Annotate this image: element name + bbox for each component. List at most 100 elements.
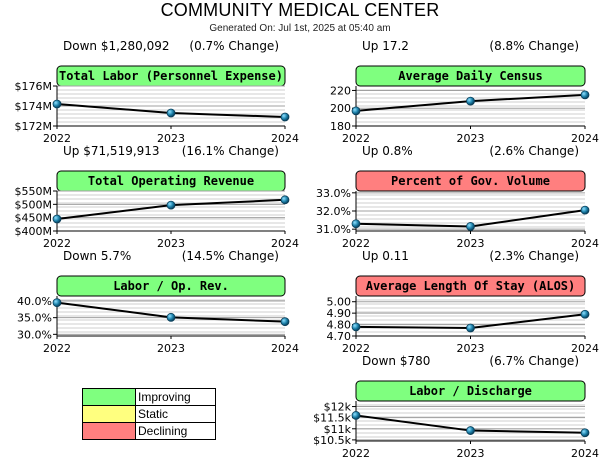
chart-3: Up $71,519,913 (16.1% Change) Total Operat… — [15, 144, 300, 250]
data-point — [466, 96, 475, 106]
data-point — [166, 200, 176, 210]
change-percent: (2.6% Change) — [489, 144, 579, 158]
data-point — [351, 219, 361, 229]
chart-5: Down 5.7% (14.5% Change) Labor / Op. Rev. 3… — [17, 249, 299, 355]
y-tick-label: $176M — [15, 80, 53, 93]
y-tick-label: 4.90 — [327, 307, 352, 320]
chart-title: Total Labor (Personnel Expense) — [59, 69, 283, 83]
y-tick-label: $172M — [15, 120, 53, 133]
change-percent: (16.1% Change) — [182, 144, 279, 158]
change-text: Down $780 — [362, 354, 430, 368]
x-tick-label: 2022 — [342, 132, 370, 145]
data-point — [466, 323, 475, 333]
data-point — [280, 317, 290, 327]
y-tick-label: 220 — [330, 84, 351, 97]
y-tick-label: $500M — [15, 198, 53, 211]
legend: Improving Static Declining — [82, 388, 216, 440]
legend-row-static: Static — [82, 405, 216, 423]
data-point — [466, 426, 475, 435]
x-tick-label: 2023 — [157, 132, 185, 145]
chart-title-banner — [56, 275, 286, 297]
y-tick-label: 4.80 — [327, 319, 352, 332]
change-text: Up 0.11 — [362, 249, 409, 263]
x-tick-label: 2022 — [43, 132, 71, 145]
x-tick-label: 2023 — [157, 342, 185, 355]
x-tick-label: 2023 — [457, 237, 485, 250]
data-point — [52, 99, 62, 109]
legend-label-declining: Declining — [135, 422, 216, 440]
legend-swatch-declining — [82, 422, 136, 440]
generated-timestamp: Generated On: Jul 1st, 2025 at 05:40 am — [209, 23, 391, 34]
x-tick-label: 2023 — [457, 342, 485, 355]
x-tick-label: 2022 — [342, 447, 370, 460]
chart-title-banner — [355, 65, 586, 87]
chart-title: Total Operating Revenue — [88, 174, 254, 188]
y-tick-label: 33.0% — [316, 187, 351, 200]
change-text: Down $1,280,092 — [63, 39, 170, 53]
chart-title-banner — [355, 380, 586, 402]
chart-title: Percent of Gov. Volume — [391, 174, 550, 188]
chart-title: Average Daily Census — [398, 69, 543, 83]
y-tick-label: 5.00 — [327, 296, 352, 309]
y-tick-label: $12k — [324, 401, 352, 414]
data-point — [52, 298, 62, 308]
y-tick-label: 30.0% — [17, 328, 52, 341]
chart-title: Average Length Of Stay (ALOS) — [366, 279, 576, 293]
x-tick-label: 2024 — [271, 342, 299, 355]
data-point — [166, 108, 176, 118]
chart-title: Labor / Op. Rev. — [113, 279, 229, 293]
data-point — [580, 205, 590, 215]
chart-7: Down $780 (6.7% Change) Labor / Discharge $… — [313, 354, 599, 460]
x-tick-label: 2023 — [457, 132, 485, 145]
x-tick-label: 2024 — [571, 447, 599, 460]
y-tick-label: 4.70 — [327, 330, 352, 343]
x-tick-label: 2022 — [342, 237, 370, 250]
y-tick-label: 200 — [330, 102, 351, 115]
chart-title: Labor / Discharge — [409, 384, 532, 398]
data-point — [351, 106, 361, 116]
y-tick-label: 180 — [330, 120, 351, 133]
change-percent: (6.7% Change) — [489, 354, 579, 368]
data-point — [351, 411, 361, 420]
chart-1: Down $1,280,092 (0.7% Change) Total Labor … — [15, 39, 300, 145]
change-text: Up 0.8% — [362, 144, 413, 158]
change-text: Down 5.7% — [63, 249, 131, 263]
chart-6: Up 0.11 (2.3% Change) Average Length Of St… — [327, 249, 600, 355]
y-tick-label: $174M — [15, 100, 53, 113]
y-tick-label: 31.0% — [316, 223, 351, 236]
y-tick-label: $11.5k — [313, 412, 351, 425]
x-tick-label: 2023 — [157, 237, 185, 250]
legend-swatch-improving — [82, 388, 136, 406]
x-tick-label: 2024 — [271, 237, 299, 250]
x-tick-label: 2024 — [571, 342, 599, 355]
chart-title-banner — [355, 170, 586, 192]
change-percent: (2.3% Change) — [489, 249, 579, 263]
legend-label-static: Static — [135, 405, 216, 423]
x-tick-label: 2023 — [457, 447, 485, 460]
chart-4: Up 0.8% (2.6% Change) Percent of Gov. Volu… — [316, 144, 599, 250]
x-tick-label: 2024 — [571, 132, 599, 145]
data-point — [351, 322, 361, 332]
x-tick-label: 2022 — [43, 237, 71, 250]
legend-row-declining: Declining — [82, 422, 216, 440]
y-tick-label: $11k — [324, 423, 352, 436]
legend-label-improving: Improving — [135, 388, 216, 406]
y-tick-label: 32.0% — [316, 205, 351, 218]
data-point — [280, 112, 290, 122]
chart-2: Up 17.2 (8.8% Change) Average Daily Census… — [330, 39, 599, 145]
y-tick-label: $400M — [15, 225, 53, 238]
data-point — [466, 222, 475, 231]
x-tick-label: 2022 — [43, 342, 71, 355]
data-point — [580, 90, 590, 100]
legend-swatch-static — [82, 405, 136, 423]
data-point — [52, 214, 62, 224]
change-percent: (14.5% Change) — [182, 249, 279, 263]
y-tick-label: $450M — [15, 212, 53, 225]
data-point — [166, 312, 176, 322]
x-tick-label: 2022 — [342, 342, 370, 355]
x-tick-label: 2024 — [271, 132, 299, 145]
legend-row-improving: Improving — [82, 388, 216, 406]
page-title: COMMUNITY MEDICAL CENTER — [160, 0, 440, 20]
y-tick-label: $550M — [15, 185, 53, 198]
